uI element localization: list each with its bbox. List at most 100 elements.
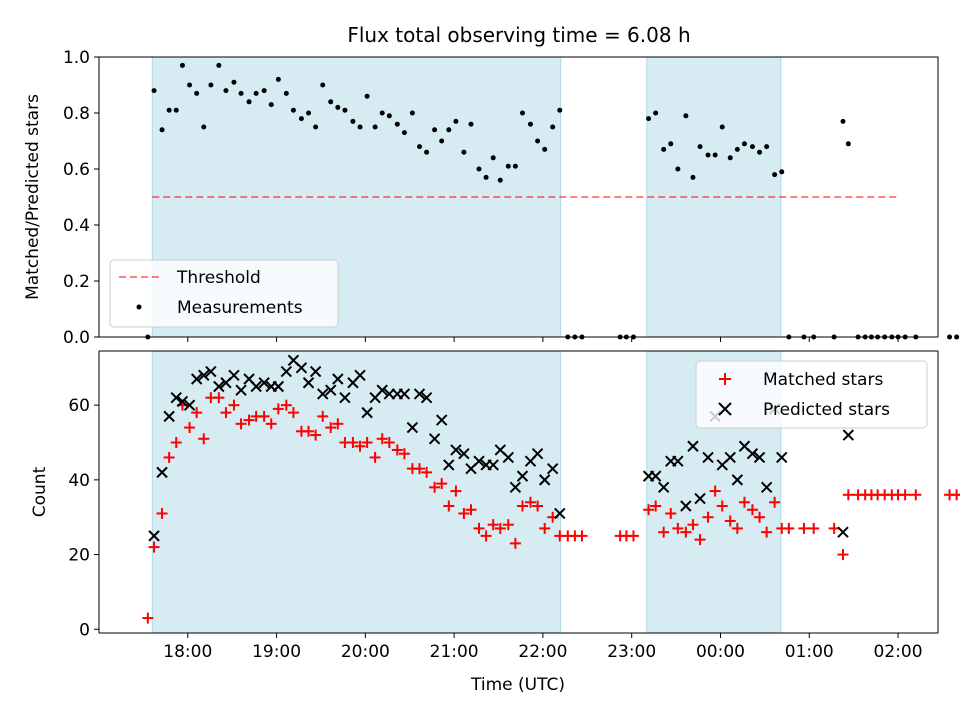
matched-star-point xyxy=(702,511,714,523)
measurement-point xyxy=(306,110,312,116)
predicted-star-point xyxy=(724,451,736,464)
matched-star-point xyxy=(769,496,781,508)
matched-star-point xyxy=(332,418,344,430)
predicted-star-point xyxy=(361,406,373,419)
predicted-star-point xyxy=(760,481,773,494)
matched-star-point xyxy=(398,448,410,460)
matched-star-point xyxy=(687,519,699,531)
measurement-point xyxy=(697,144,703,150)
predicted-star-point xyxy=(354,369,366,381)
measurement-point xyxy=(468,121,474,127)
predicted-star-point xyxy=(280,365,293,378)
y-tick-label: 0.4 xyxy=(63,216,90,236)
predicted-star-point xyxy=(776,451,788,464)
matched-star-point xyxy=(694,534,706,546)
predicted-star-point xyxy=(538,474,551,486)
measurement-point xyxy=(542,146,548,152)
predicted-star-point xyxy=(420,391,433,404)
matched-star-point xyxy=(429,481,441,493)
measurement-point xyxy=(268,102,274,108)
predicted-star-point xyxy=(176,395,189,408)
matched-star-point xyxy=(414,463,426,475)
matched-star-point xyxy=(243,414,255,426)
matched-star-point xyxy=(421,466,433,478)
measurement-point xyxy=(954,334,960,340)
measurement-point xyxy=(727,155,733,161)
x-tick-label: 02:00 xyxy=(874,642,923,662)
predicted-star-point xyxy=(428,433,441,445)
predicted-star-point xyxy=(450,444,462,456)
predicted-star-point xyxy=(163,410,175,423)
matched-star-point xyxy=(361,437,373,449)
matched-star-point xyxy=(383,437,395,449)
measurement-point xyxy=(719,124,725,130)
matched-star-point xyxy=(325,422,337,434)
matched-star-point xyxy=(391,444,403,456)
matched-star-point xyxy=(458,507,470,519)
measurement-point xyxy=(840,118,846,124)
measurement-point xyxy=(675,166,681,172)
matched-star-point xyxy=(576,530,588,542)
predicted-star-point xyxy=(213,380,225,393)
measurement-point xyxy=(261,88,267,94)
matched-star-point xyxy=(156,507,168,519)
measurement-point xyxy=(519,110,525,116)
measurement-point xyxy=(646,116,652,122)
x-tick-label: 01:00 xyxy=(785,642,834,662)
predicted-star-point xyxy=(443,459,455,471)
measurement-point xyxy=(845,141,851,147)
legend-predicted-swatch xyxy=(718,402,732,416)
matched-star-point xyxy=(487,519,499,531)
y-tick-label: 60 xyxy=(68,396,90,416)
measurement-point xyxy=(453,118,459,124)
measurement-point xyxy=(557,107,563,113)
measurement-point xyxy=(550,124,556,130)
measurement-point xyxy=(527,121,533,127)
predicted-star-point xyxy=(376,384,388,396)
matched-star-point xyxy=(142,612,154,624)
predicted-star-point xyxy=(183,399,196,411)
measurement-point xyxy=(364,93,370,99)
matched-star-point xyxy=(376,433,388,445)
measurement-point xyxy=(497,177,503,183)
measurement-point xyxy=(483,174,489,180)
shaded-interval xyxy=(151,350,562,634)
matched-star-point xyxy=(828,522,840,534)
top-y-axis-label: Matched/Predicted stars xyxy=(23,94,43,300)
predicted-star-point xyxy=(317,388,329,400)
matched-star-point xyxy=(665,507,677,519)
predicted-star-point xyxy=(435,414,448,426)
predicted-star-point xyxy=(235,384,247,396)
measurement-point xyxy=(372,124,378,130)
legend-matched-label: Matched stars xyxy=(763,370,883,390)
x-tick-label: 20:00 xyxy=(341,642,390,662)
matched-star-point xyxy=(310,429,322,441)
matched-star-point xyxy=(761,526,773,538)
y-tick-label: 0.6 xyxy=(63,160,90,180)
measurement-point xyxy=(512,163,518,169)
predicted-star-point xyxy=(753,451,766,464)
predicted-star-point xyxy=(413,388,426,400)
measurement-point xyxy=(208,82,214,88)
measurement-point xyxy=(779,169,785,175)
measurement-point xyxy=(328,99,334,105)
predicted-star-point xyxy=(509,481,522,494)
measurement-point xyxy=(705,152,711,158)
x-tick-label: 00:00 xyxy=(696,642,745,662)
matched-star-point xyxy=(746,504,758,516)
predicted-star-point xyxy=(170,391,182,404)
predicted-star-point xyxy=(554,507,566,520)
measurement-point xyxy=(223,88,229,94)
measurements-series xyxy=(145,62,960,340)
measurement-point xyxy=(283,90,289,96)
measurement-point xyxy=(194,90,200,96)
matched-star-point xyxy=(170,437,182,449)
matched-star-point xyxy=(798,522,810,534)
y-tick-label: 1.0 xyxy=(63,48,90,68)
predicted-stars-series xyxy=(148,354,855,542)
measurement-point xyxy=(947,334,953,340)
predicted-star-point xyxy=(258,377,270,389)
predicted-star-point xyxy=(272,380,285,393)
bottom-legend-box xyxy=(695,360,928,429)
measurement-point xyxy=(712,152,718,158)
